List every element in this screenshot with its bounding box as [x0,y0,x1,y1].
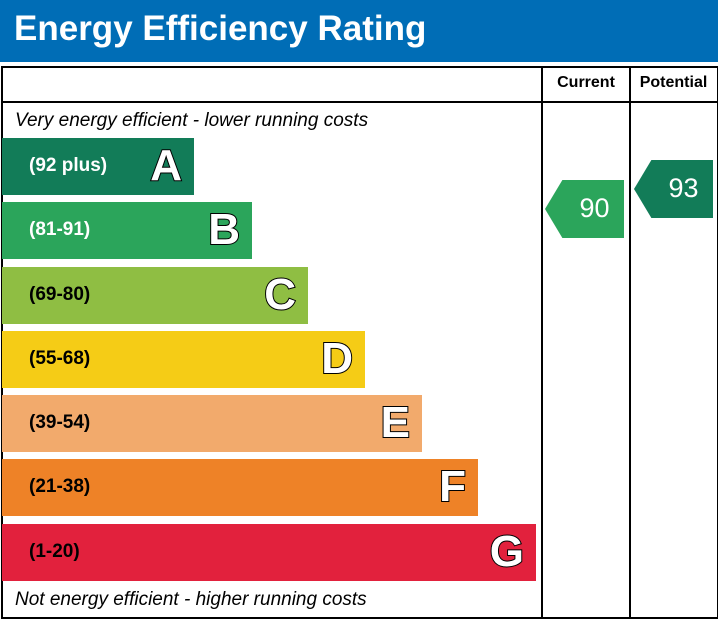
column-divider [629,66,631,617]
current-rating-value: 90 [579,193,610,223]
current-header: Current [557,74,615,91]
band-bar-f: (21-38) F [2,459,478,516]
band-letter: G [489,526,525,577]
band-letter: E [380,397,411,448]
band-letter: D [320,333,354,384]
band-bar-a: (92 plus) A [2,138,194,195]
potential-rating-arrow: 93 [634,160,713,218]
band-bar-b: (81-91) B [2,202,252,259]
band-letter: C [263,269,297,320]
band-range: (69-80) [29,284,91,305]
header-divider [1,101,717,103]
chart-title: Energy Efficiency Rating [14,9,427,48]
current-rating-arrow: 90 [545,180,624,238]
title-bar: Energy Efficiency Rating [0,0,718,62]
band-bar-g: (1-20) G [2,524,536,581]
band-bar-d: (55-68) D [2,331,365,388]
potential-rating-value: 93 [668,173,699,203]
efficient-note: Very energy efficient - lower running co… [15,110,369,131]
band-range: (39-54) [29,412,91,433]
band-letter: A [149,140,183,191]
band-range: (21-38) [29,476,91,497]
band-range: (92 plus) [29,155,108,176]
band-range: (81-91) [29,219,91,240]
band-range: (55-68) [29,348,91,369]
band-bar-c: (69-80) C [2,267,308,324]
column-divider [541,66,543,617]
band-letter: B [207,204,241,255]
band-range: (1-20) [29,541,80,562]
inefficient-note: Not energy efficient - higher running co… [15,589,367,610]
band-bar-e: (39-54) E [2,395,422,452]
potential-header: Potential [639,74,708,91]
band-letter: F [438,461,467,512]
